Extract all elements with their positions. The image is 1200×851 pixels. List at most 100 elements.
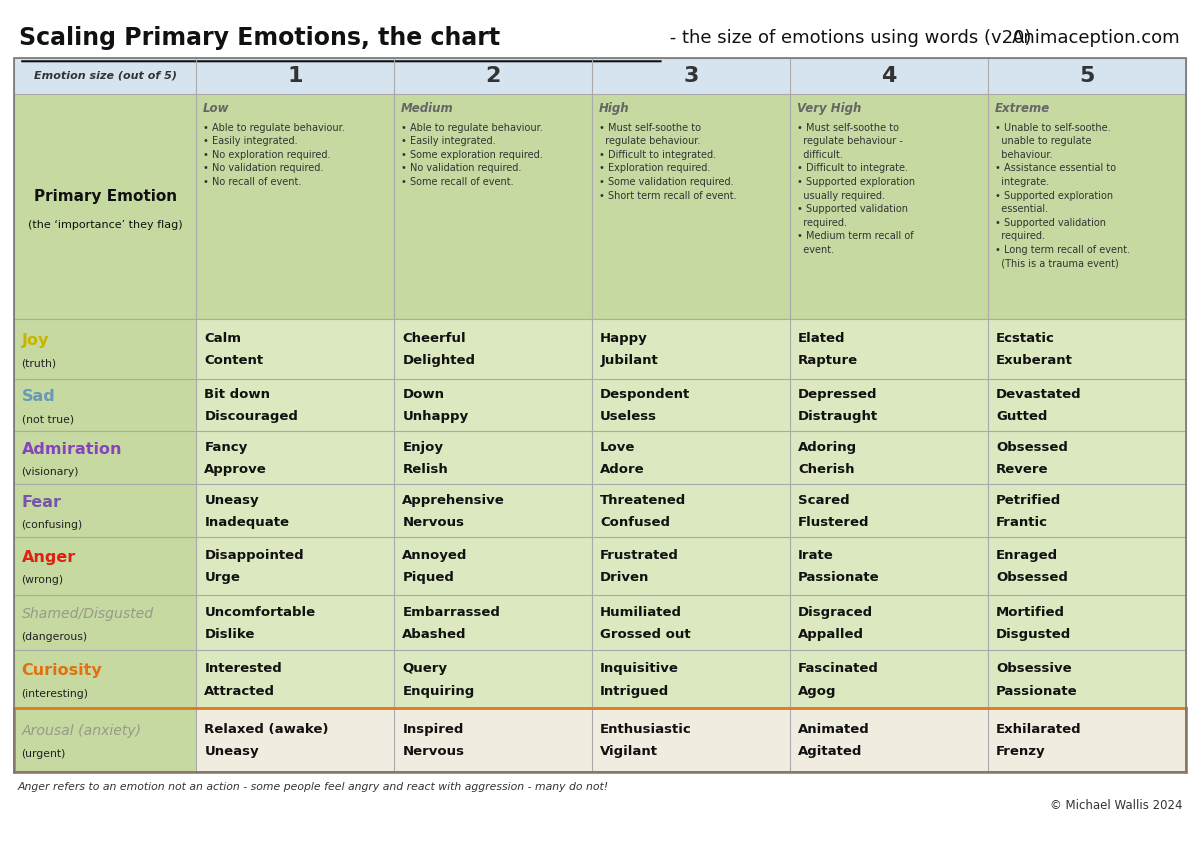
Text: Passionate: Passionate — [798, 571, 880, 585]
Text: (confusing): (confusing) — [22, 520, 83, 530]
Bar — [592, 650, 790, 708]
Bar — [196, 484, 394, 537]
Bar — [14, 431, 196, 484]
Text: Down: Down — [402, 388, 444, 402]
Text: Enthusiastic: Enthusiastic — [600, 723, 692, 736]
Text: 5: 5 — [1079, 66, 1094, 86]
Bar — [790, 379, 988, 431]
Text: 4: 4 — [881, 66, 896, 86]
Bar — [592, 319, 790, 379]
Text: Sad: Sad — [22, 389, 55, 404]
Text: Enquiring: Enquiring — [402, 684, 474, 698]
Text: Urge: Urge — [204, 571, 240, 585]
Text: Content: Content — [204, 354, 264, 368]
Bar — [394, 484, 592, 537]
Bar — [592, 595, 790, 650]
Bar — [988, 484, 1186, 537]
Text: Cherish: Cherish — [798, 463, 854, 477]
Bar — [394, 379, 592, 431]
Text: Obsessed: Obsessed — [996, 571, 1068, 585]
Text: Frantic: Frantic — [996, 516, 1048, 529]
Text: Agog: Agog — [798, 684, 836, 698]
Text: Disappointed: Disappointed — [204, 549, 304, 563]
Bar — [988, 708, 1186, 772]
Text: • Able to regulate behaviour.
• Easily integrated.
• Some exploration required.
: • Able to regulate behaviour. • Easily i… — [401, 123, 542, 187]
Text: Curiosity: Curiosity — [22, 663, 102, 678]
Bar — [790, 595, 988, 650]
Text: Driven: Driven — [600, 571, 649, 585]
Text: 3: 3 — [683, 66, 698, 86]
Text: Elated: Elated — [798, 332, 846, 346]
Text: Extreme: Extreme — [995, 102, 1050, 115]
Text: Abashed: Abashed — [402, 628, 467, 641]
Text: Agitated: Agitated — [798, 745, 863, 758]
Text: Calm: Calm — [204, 332, 241, 346]
Text: Inspired: Inspired — [402, 723, 463, 736]
Bar — [14, 94, 1186, 319]
Bar — [790, 431, 988, 484]
Text: Interested: Interested — [204, 662, 282, 676]
Bar — [196, 379, 394, 431]
Text: 1: 1 — [287, 66, 302, 86]
Text: Query: Query — [402, 662, 448, 676]
Bar — [14, 484, 196, 537]
Text: Humiliated: Humiliated — [600, 606, 683, 619]
Bar — [592, 708, 790, 772]
Bar — [394, 431, 592, 484]
Text: Despondent: Despondent — [600, 388, 690, 402]
Text: • Must self-soothe to
  regulate behaviour -
  difficult.
• Difficult to integra: • Must self-soothe to regulate behaviour… — [797, 123, 916, 255]
Text: Inadequate: Inadequate — [204, 516, 289, 529]
Text: 2: 2 — [485, 66, 500, 86]
Text: Petrified: Petrified — [996, 494, 1061, 507]
Text: © Michael Wallis 2024: © Michael Wallis 2024 — [1050, 799, 1182, 813]
Text: Frustrated: Frustrated — [600, 549, 679, 563]
Bar — [988, 431, 1186, 484]
Text: Adoring: Adoring — [798, 441, 857, 454]
Bar — [592, 537, 790, 595]
Text: Cheerful: Cheerful — [402, 332, 466, 346]
Text: Jubilant: Jubilant — [600, 354, 658, 368]
Text: (dangerous): (dangerous) — [22, 632, 88, 642]
Text: - the size of emotions using words (v20): - the size of emotions using words (v20) — [664, 29, 1031, 48]
Bar — [988, 319, 1186, 379]
Text: Gutted: Gutted — [996, 410, 1048, 424]
Text: Enraged: Enraged — [996, 549, 1058, 563]
Bar — [790, 484, 988, 537]
Text: Scared: Scared — [798, 494, 850, 507]
Bar — [394, 595, 592, 650]
Bar — [592, 484, 790, 537]
Text: (the ‘importance’ they flag): (the ‘importance’ they flag) — [28, 220, 182, 230]
Text: Ecstatic: Ecstatic — [996, 332, 1055, 346]
Bar — [14, 595, 196, 650]
Bar — [394, 537, 592, 595]
Text: Appalled: Appalled — [798, 628, 864, 641]
Text: Joy: Joy — [22, 333, 49, 348]
Bar — [14, 650, 196, 708]
Text: Nervous: Nervous — [402, 745, 464, 758]
Text: Admiration: Admiration — [22, 442, 122, 457]
Text: Confused: Confused — [600, 516, 671, 529]
Text: • Able to regulate behaviour.
• Easily integrated.
• No exploration required.
• : • Able to regulate behaviour. • Easily i… — [203, 123, 344, 187]
Bar — [592, 379, 790, 431]
Text: Enjoy: Enjoy — [402, 441, 443, 454]
Text: (truth): (truth) — [22, 358, 56, 368]
Text: Arousal (anxiety): Arousal (anxiety) — [22, 724, 142, 739]
Text: Disgusted: Disgusted — [996, 628, 1072, 641]
Text: Fear: Fear — [22, 494, 61, 510]
Text: (visionary): (visionary) — [22, 467, 79, 477]
Text: Animaception.com: Animaception.com — [1012, 29, 1181, 48]
Text: Revere: Revere — [996, 463, 1049, 477]
Text: Animated: Animated — [798, 723, 870, 736]
Bar — [14, 319, 196, 379]
Text: Happy: Happy — [600, 332, 648, 346]
Text: Devastated: Devastated — [996, 388, 1081, 402]
Text: Uneasy: Uneasy — [204, 745, 259, 758]
Text: Passionate: Passionate — [996, 684, 1078, 698]
Bar — [790, 319, 988, 379]
Text: Unhappy: Unhappy — [402, 410, 468, 424]
Text: Fancy: Fancy — [204, 441, 247, 454]
Text: Discouraged: Discouraged — [204, 410, 299, 424]
Text: (wrong): (wrong) — [22, 575, 64, 585]
Text: Obsessed: Obsessed — [996, 441, 1068, 454]
Text: Relish: Relish — [402, 463, 448, 477]
